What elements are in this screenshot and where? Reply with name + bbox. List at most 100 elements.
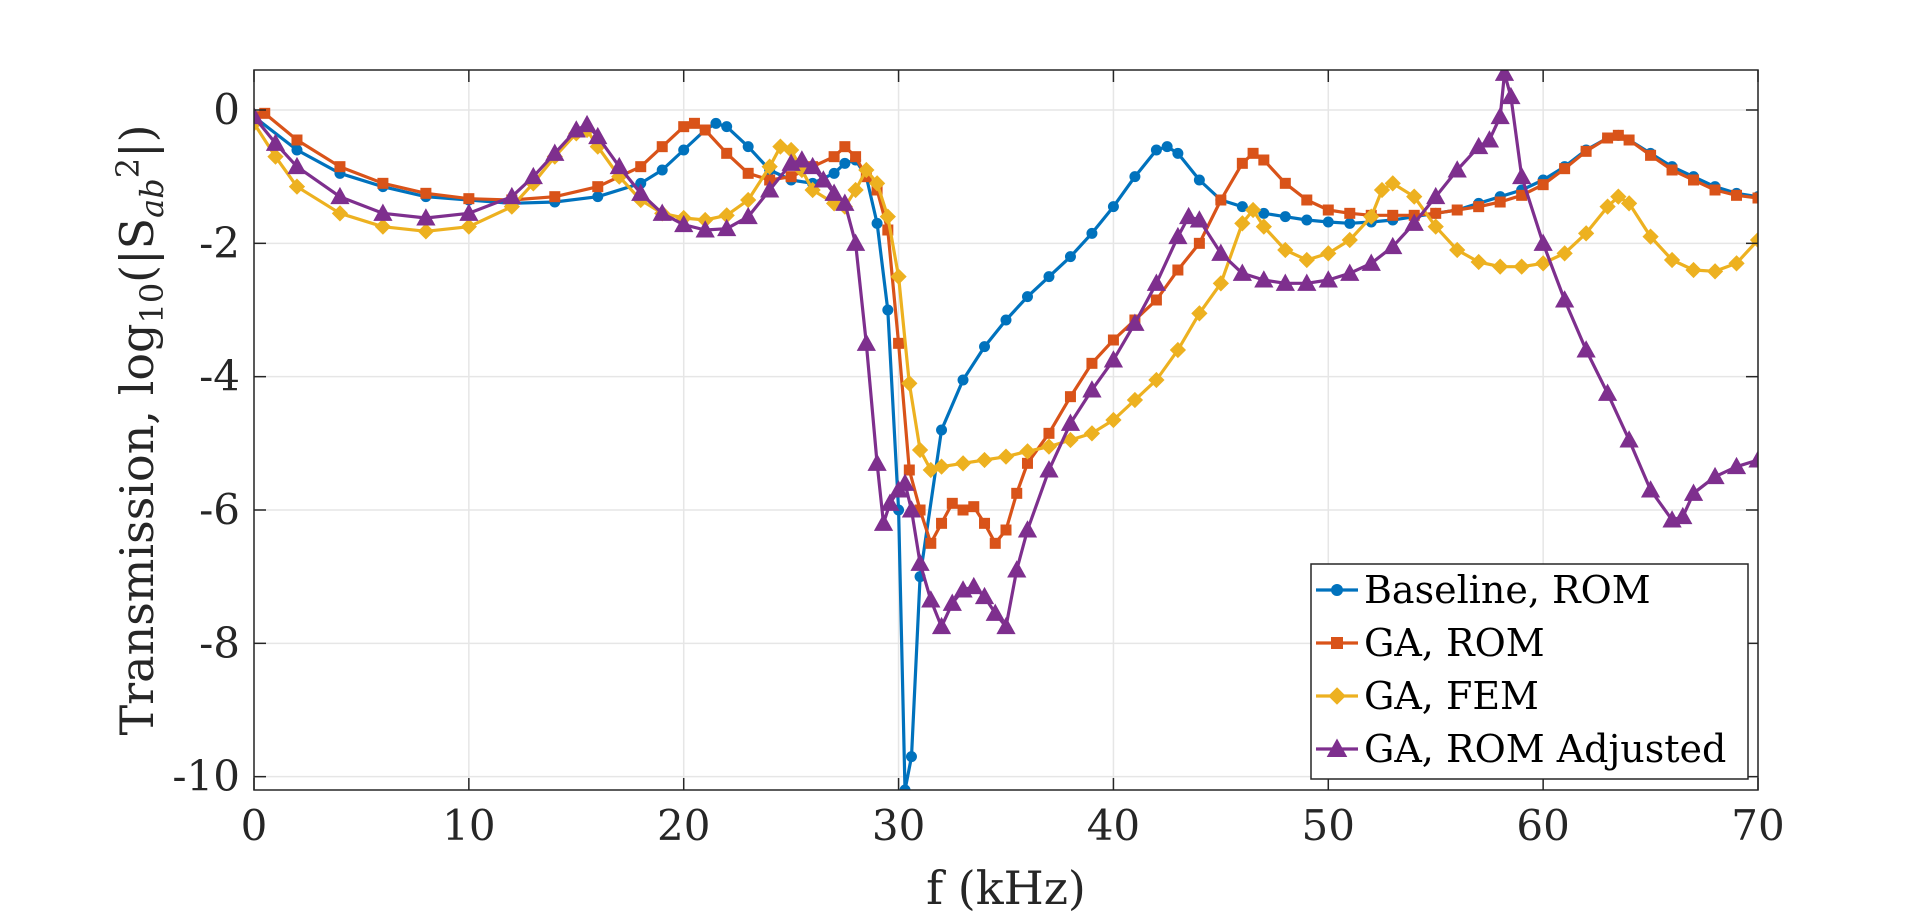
data-point <box>1387 209 1399 221</box>
data-point <box>1169 341 1187 359</box>
data-point <box>868 175 886 192</box>
data-point <box>259 107 271 119</box>
data-point <box>288 178 306 195</box>
data-point <box>1212 275 1229 292</box>
data-point <box>1706 263 1724 280</box>
data-point <box>1645 149 1657 161</box>
series-4 <box>254 70 1758 635</box>
data-point <box>925 537 937 549</box>
y-axis-label: Transmission, log10(|Sab2|) <box>109 124 171 735</box>
data-point <box>839 157 851 169</box>
x-tick-label: 60 <box>1516 801 1569 850</box>
x-tick-label: 50 <box>1302 801 1355 850</box>
data-point <box>1470 253 1487 271</box>
data-point <box>911 441 929 459</box>
data-point <box>1513 258 1530 275</box>
series-line <box>254 115 1758 790</box>
data-point <box>1060 413 1081 431</box>
data-point <box>839 141 851 153</box>
data-point <box>1731 189 1743 201</box>
data-point <box>1640 480 1661 498</box>
data-point <box>974 586 995 605</box>
x-tick-label: 10 <box>442 801 495 850</box>
data-point <box>1039 460 1059 478</box>
data-point <box>331 205 349 222</box>
data-point <box>1623 134 1635 146</box>
data-point <box>463 193 475 205</box>
data-point <box>635 161 647 173</box>
data-point <box>1150 144 1162 156</box>
data-point <box>1494 196 1506 208</box>
data-point <box>592 181 604 193</box>
data-point <box>1011 487 1023 499</box>
data-point <box>1172 264 1184 276</box>
data-point <box>678 144 690 156</box>
data-point <box>1728 255 1745 272</box>
data-point <box>1556 245 1573 262</box>
data-point <box>1064 251 1076 263</box>
data-point <box>460 218 477 235</box>
data-point <box>1019 443 1036 460</box>
x-tick-label: 70 <box>1731 801 1784 850</box>
data-point <box>1580 145 1592 157</box>
data-point <box>1000 524 1012 536</box>
data-point <box>1301 194 1313 206</box>
data-point <box>1427 218 1444 235</box>
x-tick-label: 30 <box>872 801 925 850</box>
data-point <box>989 537 1001 549</box>
data-point <box>1148 371 1165 389</box>
data-point <box>964 576 984 595</box>
data-point <box>1492 258 1509 275</box>
data-point <box>1211 243 1231 261</box>
data-point <box>1501 86 1521 105</box>
legend-item: GA, FEM <box>1316 674 1539 718</box>
data-point <box>942 593 962 611</box>
legend-label: Baseline, ROM <box>1364 568 1651 612</box>
data-point <box>1043 271 1055 283</box>
data-point <box>957 374 969 386</box>
data-point <box>933 458 950 475</box>
data-point <box>577 114 597 133</box>
data-point <box>1447 160 1467 178</box>
data-point <box>1406 188 1423 205</box>
data-point <box>1189 210 1209 228</box>
x-axis-label: f (kHz) <box>926 861 1086 915</box>
data-point <box>588 126 608 145</box>
data-point <box>291 134 303 146</box>
data-point <box>1340 263 1360 281</box>
data-point <box>631 183 651 201</box>
data-point <box>1236 157 1248 169</box>
data-point <box>721 121 733 133</box>
data-point <box>1322 204 1334 216</box>
data-point <box>1103 350 1124 368</box>
legend-swatch-marker <box>1331 637 1343 649</box>
data-point <box>287 156 307 175</box>
data-point <box>997 448 1015 465</box>
data-point <box>1301 214 1313 226</box>
data-point <box>416 208 436 226</box>
data-point <box>656 141 668 153</box>
data-point <box>502 186 522 205</box>
data-point <box>1363 208 1380 225</box>
data-point <box>895 473 915 491</box>
data-point <box>1129 171 1141 183</box>
data-point <box>609 156 629 175</box>
data-point <box>828 151 840 163</box>
data-point <box>417 223 435 240</box>
data-point <box>374 218 392 235</box>
data-point <box>1275 273 1295 291</box>
data-point <box>1577 225 1595 242</box>
data-point <box>1247 147 1259 159</box>
data-point <box>738 206 758 225</box>
data-point <box>1007 560 1027 578</box>
x-tick-label: 20 <box>657 801 710 850</box>
data-point <box>652 203 672 221</box>
data-point <box>847 181 864 199</box>
data-point <box>1150 294 1162 306</box>
data-point <box>1430 207 1442 219</box>
data-point <box>1619 430 1639 448</box>
data-point <box>1642 228 1659 245</box>
data-point <box>1146 273 1167 291</box>
data-point <box>1473 201 1485 213</box>
